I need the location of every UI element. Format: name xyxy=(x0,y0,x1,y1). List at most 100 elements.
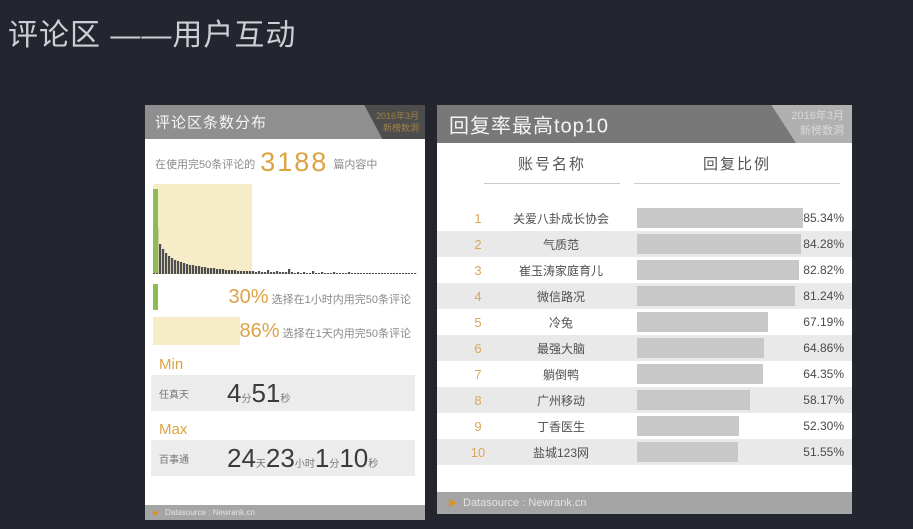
account-name: 气质范 xyxy=(542,237,579,252)
table-row: 9 丁香医生 52.30% xyxy=(437,413,852,439)
legend-label: 选择在1天内用完50条评论 xyxy=(279,327,411,340)
ratio-percent: 81.24% xyxy=(803,289,844,303)
ratio-bar xyxy=(637,208,804,228)
ratio-percent: 51.55% xyxy=(803,445,844,459)
rank-number: 3 xyxy=(474,262,482,278)
ratio-bar-track xyxy=(637,364,763,384)
rank-number: 2 xyxy=(474,236,482,252)
min-time: 4分51秒 xyxy=(227,378,290,409)
time-number: 51 xyxy=(251,377,281,408)
table-row: 10 盐城123网 51.55% xyxy=(437,439,852,465)
rank-number: 9 xyxy=(474,418,482,434)
right-datasource-footer: Datasource : Newrank.cn xyxy=(437,492,852,514)
table-row: 1 关爱八卦成长协会 85.34% xyxy=(437,205,852,231)
account-name: 广州移动 xyxy=(536,393,585,408)
table-row: 6 最强大脑 64.86% xyxy=(437,335,852,361)
max-account: 百事通 xyxy=(159,454,189,466)
ratio-percent: 67.19% xyxy=(803,315,844,329)
account-name: 崔玉涛家庭育儿 xyxy=(518,263,603,278)
intro-prefix: 在使用完50条评论的 xyxy=(155,159,256,171)
ratio-bar-track xyxy=(637,260,799,280)
ratio-percent: 64.86% xyxy=(803,341,844,355)
ratio-bar xyxy=(637,312,768,332)
ratio-bar xyxy=(637,390,751,410)
green-swatch xyxy=(153,284,158,310)
ratio-bar xyxy=(637,416,739,436)
rank-number: 7 xyxy=(474,366,482,382)
time-unit: 天 xyxy=(255,458,266,470)
time-unit: 秒 xyxy=(280,393,291,405)
left-date-badge: 2016年3月 新榜数洞 xyxy=(364,105,425,139)
account-name: 最强大脑 xyxy=(536,341,585,356)
min-label: Min xyxy=(159,356,184,373)
rank-number: 5 xyxy=(474,314,482,330)
play-triangle-icon xyxy=(153,509,159,516)
time-unit: 分 xyxy=(241,393,252,405)
play-triangle-icon xyxy=(449,499,457,507)
account-name: 微信路况 xyxy=(536,289,585,304)
ratio-percent: 64.35% xyxy=(803,367,844,381)
time-unit: 秒 xyxy=(368,458,379,470)
badge-month: 2016年3月 xyxy=(375,111,419,121)
table-row: 3 崔玉涛家庭育儿 82.82% xyxy=(437,257,852,283)
datasource-text: Datasource : Newrank.cn xyxy=(165,508,255,517)
ratio-bar-track xyxy=(637,442,738,462)
histogram-legend: 30% 选择在1小时内用完50条评论 86% 选择在1天内用完50条评论 xyxy=(153,282,417,346)
table-row: 2 气质范 84.28% xyxy=(437,231,852,257)
rank-number: 10 xyxy=(470,444,486,460)
badge-source: 新榜数洞 xyxy=(382,123,419,134)
table-row: 7 躺倒鸭 64.35% xyxy=(437,361,852,387)
ratio-bar-track xyxy=(637,416,739,436)
intro-suffix: 篇内容中 xyxy=(333,159,378,171)
table-row: 5 冷兔 67.19% xyxy=(437,309,852,335)
ratio-bar-track xyxy=(637,208,804,228)
ratio-bar xyxy=(637,338,764,358)
intro-line: 在使用完50条评论的 3188 篇内容中 xyxy=(155,147,425,178)
ratio-bar-track xyxy=(637,390,751,410)
time-unit: 小时 xyxy=(294,458,315,470)
ratio-bar-track xyxy=(637,338,764,358)
legend-text: 30% 选择在1小时内用完50条评论 xyxy=(229,286,417,309)
article-count: 3188 xyxy=(260,147,329,177)
rank-number: 6 xyxy=(474,340,482,356)
histogram-bars xyxy=(153,228,417,274)
legend-percent: 86% xyxy=(239,319,280,342)
datasource-text: Datasource : Newrank.cn xyxy=(463,497,587,509)
time-unit: 分 xyxy=(329,458,340,470)
ratio-bar xyxy=(637,260,799,280)
time-number: 4 xyxy=(227,377,242,408)
account-name: 冷兔 xyxy=(548,315,573,330)
rank-number: 1 xyxy=(474,210,482,226)
reply-rate-top10-panel: 回复率最高top10 2016年3月 新榜数洞 账号名称 回复比例 1 关爱八卦成… xyxy=(437,105,852,514)
ratio-bar xyxy=(637,364,763,384)
time-number: 24 xyxy=(227,442,256,473)
left-panel-header: 评论区条数分布 2016年3月 新榜数洞 xyxy=(145,105,425,139)
table-row: 4 微信路况 81.24% xyxy=(437,283,852,309)
one-hour-bar xyxy=(153,189,158,273)
ratio-bar xyxy=(637,234,802,254)
ratio-bar-track xyxy=(637,312,768,332)
left-panel-title: 评论区条数分布 xyxy=(155,114,268,132)
ratio-bar xyxy=(637,442,738,462)
time-number: 1 xyxy=(314,442,330,473)
min-account: 任真天 xyxy=(159,389,189,401)
max-label: Max xyxy=(159,421,188,438)
right-panel-header: 回复率最高top10 2016年3月 新榜数洞 xyxy=(437,105,852,143)
rank-number: 8 xyxy=(474,392,482,408)
legend-label: 选择在1小时内用完50条评论 xyxy=(268,293,411,306)
badge-source: 新榜数洞 xyxy=(800,124,844,137)
column-header-reply-ratio: 回复比例 xyxy=(634,153,840,184)
ratio-percent: 85.34% xyxy=(803,211,844,225)
legend-text: 86% 选择在1天内用完50条评论 xyxy=(240,320,417,343)
top10-table: 1 关爱八卦成长协会 85.34% 2 气质范 84.28% 3 崔玉涛家庭育儿 82.82% 4… xyxy=(437,205,852,465)
column-header-account-name: 账号名称 xyxy=(484,153,620,184)
time-number: 23 xyxy=(265,442,295,473)
max-time: 24天23小时1分10秒 xyxy=(227,443,378,474)
max-row: 百事通 24天23小时1分10秒 xyxy=(151,440,415,476)
comment-distribution-panel: 评论区条数分布 2016年3月 新榜数洞 在使用完50条评论的 3188 篇内容中 … xyxy=(145,105,425,520)
page-title: 评论区 ——用户互动 xyxy=(8,19,297,52)
ratio-percent: 84.28% xyxy=(803,237,844,251)
badge-month: 2016年3月 xyxy=(791,110,844,122)
rank-number: 4 xyxy=(474,288,482,304)
